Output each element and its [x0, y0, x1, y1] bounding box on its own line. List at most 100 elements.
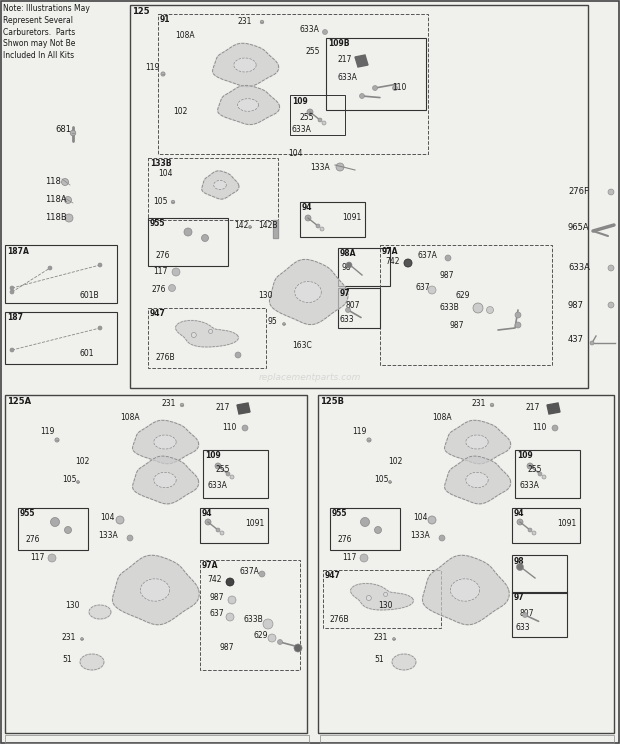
Polygon shape	[547, 403, 560, 414]
Circle shape	[523, 612, 528, 618]
Circle shape	[127, 535, 133, 541]
Circle shape	[367, 438, 371, 442]
Circle shape	[366, 595, 371, 600]
Circle shape	[161, 72, 165, 76]
Circle shape	[346, 262, 352, 268]
Polygon shape	[140, 579, 170, 601]
Text: 97A: 97A	[202, 562, 218, 571]
Circle shape	[263, 619, 273, 629]
Polygon shape	[237, 403, 250, 414]
Circle shape	[116, 516, 124, 524]
Text: 102: 102	[75, 458, 89, 466]
Circle shape	[70, 130, 76, 136]
Text: 108A: 108A	[175, 31, 195, 39]
Text: 142B: 142B	[258, 220, 278, 229]
Circle shape	[184, 228, 192, 236]
Polygon shape	[133, 420, 198, 464]
Circle shape	[192, 333, 197, 338]
Circle shape	[336, 163, 344, 171]
Bar	[300, 202, 365, 237]
Circle shape	[259, 571, 265, 577]
Text: 231: 231	[472, 399, 486, 408]
Bar	[148, 218, 228, 266]
Text: 98: 98	[514, 557, 525, 565]
Text: 130: 130	[378, 600, 392, 609]
Text: 276: 276	[152, 286, 167, 295]
Bar	[290, 95, 345, 135]
Circle shape	[278, 640, 283, 644]
Circle shape	[230, 475, 234, 479]
Bar	[5, 312, 117, 364]
Text: 117: 117	[342, 554, 356, 562]
Bar	[330, 508, 400, 550]
Polygon shape	[355, 55, 368, 67]
Circle shape	[404, 259, 412, 267]
Text: 681: 681	[55, 126, 71, 135]
Text: 742: 742	[385, 257, 399, 266]
Text: 807: 807	[345, 301, 360, 310]
Bar	[512, 508, 580, 543]
Bar	[273, 220, 278, 238]
Text: 119: 119	[352, 428, 366, 437]
Bar	[320, 735, 614, 743]
Circle shape	[389, 481, 391, 484]
Circle shape	[345, 307, 350, 312]
Text: 130: 130	[258, 292, 273, 301]
Bar	[380, 245, 552, 365]
Text: 117: 117	[153, 268, 167, 277]
Text: 231: 231	[62, 633, 76, 643]
Text: 142: 142	[234, 220, 249, 229]
Text: 276F: 276F	[568, 187, 589, 196]
Circle shape	[48, 266, 52, 270]
Bar	[158, 14, 428, 154]
Circle shape	[392, 86, 397, 91]
Text: 637A: 637A	[418, 251, 438, 260]
Circle shape	[77, 481, 79, 484]
Polygon shape	[112, 555, 199, 625]
Bar	[512, 592, 567, 637]
Text: 437: 437	[568, 336, 584, 344]
Text: 133A: 133A	[410, 530, 430, 539]
Text: 1091: 1091	[557, 519, 576, 528]
Text: 104: 104	[158, 170, 172, 179]
Circle shape	[316, 224, 320, 228]
Circle shape	[515, 322, 521, 328]
Text: 130: 130	[65, 600, 79, 609]
Polygon shape	[350, 583, 414, 610]
Circle shape	[171, 200, 175, 204]
Circle shape	[374, 527, 381, 533]
Text: 955: 955	[150, 219, 166, 228]
Text: 109: 109	[517, 452, 533, 461]
Circle shape	[10, 348, 14, 352]
Circle shape	[542, 475, 546, 479]
Circle shape	[515, 312, 521, 318]
Text: 217: 217	[215, 403, 229, 412]
Text: 987: 987	[568, 301, 584, 310]
Text: 255: 255	[300, 114, 314, 123]
Text: 125: 125	[132, 7, 149, 16]
Polygon shape	[154, 435, 176, 449]
Bar	[18, 508, 88, 550]
Text: 217: 217	[337, 56, 352, 65]
Text: 255: 255	[527, 466, 541, 475]
Bar	[203, 450, 268, 498]
Circle shape	[360, 554, 368, 562]
Text: 94: 94	[202, 510, 213, 519]
Text: 98A: 98A	[340, 249, 356, 258]
Text: 97: 97	[340, 289, 351, 298]
Bar	[323, 570, 441, 628]
Text: 633A: 633A	[300, 25, 320, 34]
Circle shape	[55, 438, 59, 442]
Text: 231: 231	[238, 18, 252, 27]
Circle shape	[283, 323, 285, 325]
Bar	[338, 248, 390, 286]
Circle shape	[608, 302, 614, 308]
Circle shape	[305, 215, 311, 221]
Polygon shape	[218, 86, 280, 124]
Text: 601: 601	[80, 350, 94, 359]
Circle shape	[527, 463, 533, 469]
Text: 105: 105	[374, 475, 389, 484]
Circle shape	[516, 563, 523, 571]
Polygon shape	[214, 181, 226, 190]
Circle shape	[260, 20, 264, 24]
